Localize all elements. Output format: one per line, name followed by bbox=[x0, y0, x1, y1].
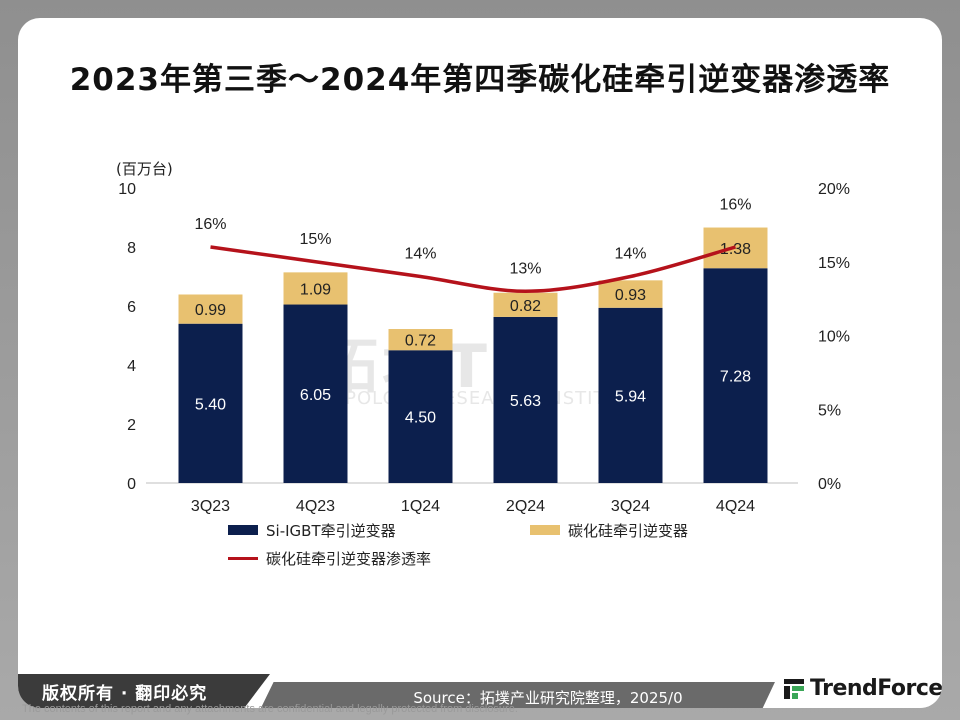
line-point-label: 14% bbox=[614, 246, 646, 263]
disclaimer-text: The contents of this report and any atta… bbox=[22, 703, 518, 715]
bar-label-sic: 0.93 bbox=[615, 287, 646, 304]
bar-label-si-igbt: 5.40 bbox=[195, 396, 226, 413]
slide-card: 2023年第三季～2024年第四季碳化硅牵引逆变器渗透率 拓墣TRi TOPOL… bbox=[18, 18, 942, 708]
bar-si-igbt bbox=[283, 304, 348, 483]
x-tick-label: 3Q24 bbox=[611, 498, 650, 515]
bar-si-igbt bbox=[493, 316, 558, 483]
bar-sic bbox=[283, 272, 348, 305]
y-left-tick-label: 6 bbox=[127, 299, 136, 316]
y-right-tick-label: 20% bbox=[818, 181, 850, 198]
penetration-rate-line bbox=[210, 245, 736, 294]
line-point-label: 16% bbox=[194, 216, 226, 233]
legend-penetration-label: 碳化硅牵引逆变器渗透率 bbox=[266, 550, 432, 568]
bar-label-si-igbt: 5.94 bbox=[615, 388, 646, 405]
bar-label-sic: 0.99 bbox=[195, 302, 226, 319]
bar-label-sic: 1.09 bbox=[300, 281, 331, 298]
legend-sic-swatch bbox=[530, 525, 560, 535]
x-tick-label: 4Q24 bbox=[716, 498, 755, 515]
bar-si-igbt bbox=[178, 323, 243, 483]
source-text: Source：拓墣产业研究院整理，2025/0 bbox=[413, 689, 683, 707]
x-tick-label: 4Q23 bbox=[296, 498, 335, 515]
bar-si-igbt bbox=[388, 350, 453, 483]
y-right-tick-label: 5% bbox=[818, 402, 841, 419]
y-right-tick-label: 15% bbox=[818, 255, 850, 272]
y-left-tick-label: 4 bbox=[127, 358, 136, 375]
bar-label-sic: 1.38 bbox=[720, 241, 751, 258]
bar-si-igbt bbox=[703, 268, 768, 483]
legend-si-igbt-swatch bbox=[228, 525, 258, 535]
bar-si-igbt bbox=[598, 307, 663, 483]
y-right-tick-label: 10% bbox=[818, 329, 850, 346]
source-banner: Source：拓墣产业研究院整理，2025/0 bbox=[258, 682, 778, 708]
y-right-tick-label: 0% bbox=[818, 476, 841, 493]
legend-penetration-swatch bbox=[228, 557, 258, 560]
legend-sic-label: 碳化硅牵引逆变器 bbox=[568, 522, 689, 540]
bar-label-sic: 0.82 bbox=[510, 298, 541, 315]
legend-si-igbt-label: Si-IGBT牵引逆变器 bbox=[266, 522, 396, 540]
line-point-label: 14% bbox=[404, 246, 436, 263]
line-point-label: 13% bbox=[509, 260, 541, 277]
x-tick-label: 2Q24 bbox=[506, 498, 545, 515]
bar-sic bbox=[178, 294, 243, 324]
rights-banner: 版权所有 · 翻印必究 bbox=[18, 674, 270, 708]
brand-area: TrendForce bbox=[758, 658, 942, 708]
y-left-tick-label: 2 bbox=[127, 417, 136, 434]
y-left-tick-label: 10 bbox=[118, 181, 136, 198]
line-point-label: 16% bbox=[719, 197, 751, 214]
bar-label-si-igbt: 5.63 bbox=[510, 393, 541, 410]
y-left-tick-label: 8 bbox=[127, 240, 136, 257]
bar-label-si-igbt: 4.50 bbox=[405, 410, 436, 427]
chart-title: 2023年第三季～2024年第四季碳化硅牵引逆变器渗透率 bbox=[69, 62, 891, 98]
chart-canvas: 0 2 4 6 8 10 (百万台) 0% 5% 10% 15% 20% 5.40 0.99 3Q23 6.0… bbox=[116, 160, 850, 515]
bar-sic bbox=[598, 280, 663, 308]
bar-sic bbox=[493, 292, 558, 317]
x-tick-label: 3Q23 bbox=[191, 498, 230, 515]
y-left-tick-label: 0 bbox=[127, 476, 136, 493]
bar-label-sic: 0.72 bbox=[405, 333, 436, 350]
trendforce-logo-icon bbox=[784, 679, 804, 699]
bar-label-si-igbt: 6.05 bbox=[300, 387, 331, 404]
bar-label-si-igbt: 7.28 bbox=[720, 369, 751, 386]
line-point-label: 15% bbox=[299, 231, 331, 248]
bar-sic bbox=[388, 329, 453, 351]
brand-name: TrendForce bbox=[810, 676, 942, 701]
x-tick-label: 1Q24 bbox=[401, 498, 440, 515]
y-left-unit-label: (百万台) bbox=[116, 160, 173, 178]
